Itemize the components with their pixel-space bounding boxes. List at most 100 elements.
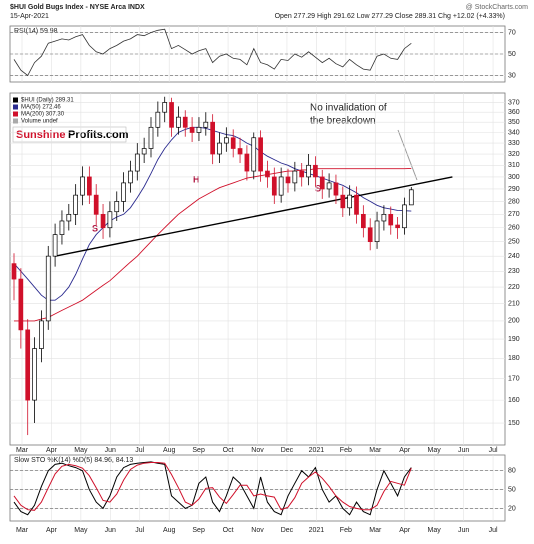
y-tick-label: 80	[508, 468, 516, 475]
y-tick-label: 300	[508, 174, 520, 181]
rsi-line	[13, 28, 412, 77]
annotation: No invalidation of	[310, 103, 387, 114]
candle-body	[80, 176, 85, 196]
candle-body	[224, 137, 229, 144]
candle-body	[388, 213, 394, 226]
legend-swatch	[13, 118, 18, 124]
x-tick-label: Mar	[369, 527, 382, 534]
x-tick-label: Dec	[281, 527, 294, 534]
y-tick-label: 240	[508, 253, 520, 260]
x-tick-label: Feb	[340, 527, 352, 534]
candle-body	[59, 220, 65, 235]
chart-date: 15-Apr-2021	[10, 13, 49, 20]
candle-body	[251, 137, 257, 172]
y-tick-label: 370	[508, 99, 520, 106]
rsi-label: RSI(14) 59.98	[14, 28, 58, 35]
pattern-label: S	[92, 223, 98, 233]
candle-body	[395, 224, 400, 229]
y-tick-label: 160	[508, 397, 520, 404]
candle-body	[313, 164, 318, 178]
credit: @ StockCharts.com	[466, 4, 529, 11]
candle-body	[333, 182, 339, 196]
candle-body	[189, 126, 195, 133]
y-tick-label: 270	[508, 211, 520, 218]
x-tick-label: Apr	[399, 527, 411, 534]
candle-body	[128, 170, 133, 184]
logo-box	[12, 126, 127, 143]
legend-label: MA(200) 307.30	[21, 112, 65, 118]
y-tick-label: 50	[508, 486, 516, 493]
y-tick-label: 280	[508, 198, 520, 205]
logo-sunshine: Sunshine	[16, 129, 66, 141]
candle-body	[100, 213, 106, 229]
candle-body	[25, 329, 31, 401]
sto-line	[13, 461, 412, 516]
moving-average	[14, 167, 412, 322]
y-tick-label: 320	[508, 151, 520, 158]
candle-body	[196, 126, 202, 133]
x-tick-label: Nov	[251, 527, 264, 534]
x-tick-label: May	[428, 447, 442, 454]
x-tick-label: Dec	[281, 447, 294, 454]
quote: Open 277.29 High 291.62 Low 277.29 Close…	[275, 13, 505, 20]
x-tick-label: Jun	[458, 527, 469, 534]
x-tick-label: Jun	[105, 527, 116, 534]
candle-body	[258, 137, 263, 172]
y-tick-label: 200	[508, 318, 520, 325]
candle-body	[141, 148, 147, 155]
candle-body	[217, 142, 222, 155]
x-tick-label: Oct	[223, 527, 234, 534]
x-tick-label: Aug	[163, 447, 176, 454]
candle-body	[402, 204, 407, 229]
candle-body	[155, 111, 161, 128]
sto-label: Slow STO %K(14) %D(5) 84.96, 84.13	[14, 457, 133, 464]
candle-body	[162, 102, 168, 113]
candle-body	[18, 278, 24, 331]
x-tick-label: May	[428, 527, 442, 534]
x-tick-label: Apr	[46, 527, 58, 534]
candle-body	[73, 194, 79, 215]
y-tick-label: 50	[508, 51, 516, 58]
x-tick-label: Aug	[163, 527, 176, 534]
y-tick-label: 360	[508, 109, 520, 116]
candle-body	[354, 194, 359, 215]
candle-body	[347, 194, 352, 209]
y-tick-label: 340	[508, 129, 520, 136]
candle-body	[52, 234, 58, 257]
candle-body	[244, 153, 250, 172]
candle-body	[265, 170, 270, 178]
legend-swatch	[13, 97, 18, 103]
candle-body	[237, 148, 243, 155]
x-tick-label: Mar	[16, 447, 29, 454]
x-tick-label: Sep	[192, 527, 205, 534]
x-tick-label: Mar	[16, 527, 29, 534]
y-tick-label: 180	[508, 355, 520, 362]
x-tick-label: Jul	[135, 527, 144, 534]
y-tick-label: 150	[508, 420, 520, 427]
candle-body	[381, 213, 387, 222]
y-tick-label: 20	[508, 505, 516, 512]
y-tick-label: 220	[508, 284, 520, 291]
candle-body	[169, 102, 174, 128]
y-tick-label: 290	[508, 186, 520, 193]
y-tick-label: 330	[508, 140, 520, 147]
candle-body	[114, 201, 120, 213]
x-tick-label: Mar	[369, 447, 382, 454]
candle-body	[319, 176, 325, 190]
candle-body	[176, 116, 181, 128]
sto-line	[13, 462, 412, 511]
x-tick-label: 2021	[309, 447, 325, 454]
candle-body	[271, 176, 277, 196]
candle-body	[134, 153, 140, 172]
candle-body	[306, 164, 311, 178]
x-tick-label: Jun	[105, 447, 116, 454]
candle-body	[203, 121, 209, 128]
trendline	[54, 176, 453, 257]
legend-swatch	[13, 104, 18, 110]
y-tick-label: 260	[508, 225, 520, 232]
candle-body	[361, 213, 366, 229]
candle-body	[121, 182, 126, 202]
candle-body	[340, 194, 346, 209]
candle-body	[326, 182, 332, 190]
candle-body	[39, 320, 44, 349]
